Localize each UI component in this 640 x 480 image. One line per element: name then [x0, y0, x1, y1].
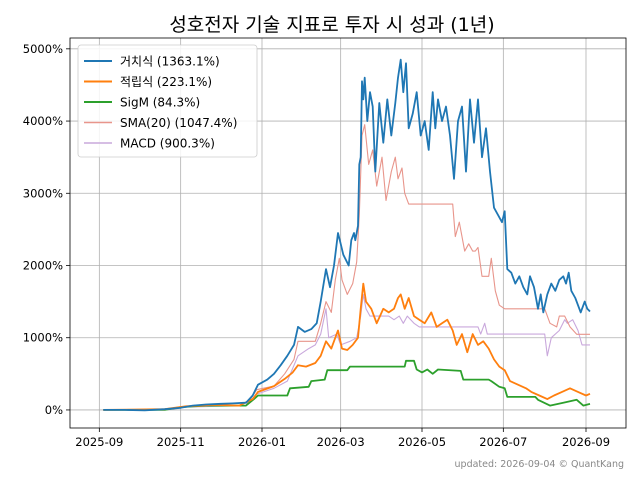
legend-label: 적립식 (223.1%) — [120, 75, 212, 89]
series-line-1 — [103, 282, 591, 411]
legend-label: 거치식 (1363.1%) — [120, 55, 220, 69]
y-tick-label: 2000% — [23, 259, 63, 273]
series-line-0 — [103, 58, 591, 412]
x-tick-label: 2026-05 — [398, 435, 446, 449]
y-tick-label: 3000% — [23, 186, 63, 200]
x-tick-label: 2026-09 — [562, 435, 610, 449]
legend-label: SMA(20) (1047.4%) — [120, 116, 237, 130]
series-line-3 — [103, 124, 590, 411]
x-tick-label: 2025-11 — [157, 435, 205, 449]
chart-title: 성호전자 기술 지표로 투자 시 성과 (1년) — [169, 14, 494, 36]
y-tick-label: 4000% — [23, 114, 63, 128]
legend-box — [77, 44, 258, 158]
x-tick-label: 2026-01 — [238, 435, 286, 449]
series-line-4 — [103, 293, 590, 411]
legend-label: SigM (84.3%) — [120, 96, 200, 110]
series-lines — [103, 58, 591, 412]
legend: 거치식 (1363.1%) 적립식 (223.1%) SigM (84.3%) SMA… — [77, 44, 258, 158]
y-tick-label: 5000% — [23, 42, 63, 56]
plot-frame — [69, 37, 627, 429]
y-tick-label: 0% — [45, 403, 63, 417]
series-line-2 — [103, 359, 591, 411]
x-tick-label: 2026-03 — [317, 435, 365, 449]
y-tick-label: 1000% — [23, 331, 63, 345]
x-tick-label: 2025-09 — [75, 435, 123, 449]
footer-credit: updated: 2026-09-04 © QuantKang — [455, 459, 624, 470]
x-axis-ticks: 2025-09 2025-11 2026-01 2026-03 2026-05 2026-… — [75, 428, 610, 449]
legend-label: MACD (900.3%) — [120, 137, 215, 151]
y-axis-ticks: 0% 1000% 2000% 3000% 4000% 5000% — [23, 42, 70, 417]
x-tick-label: 2026-07 — [479, 435, 527, 449]
